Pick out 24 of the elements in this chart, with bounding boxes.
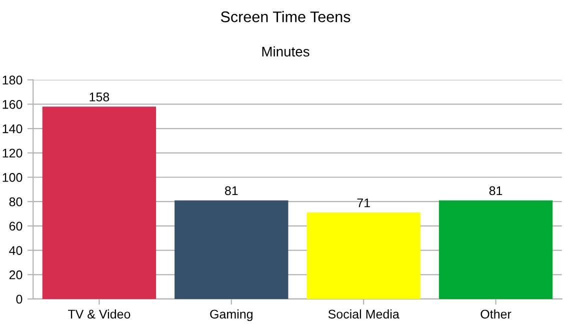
y-tick-label: 160 [2, 100, 22, 109]
x-tick-label: Social Media [328, 309, 400, 319]
y-tick-label: 60 [9, 222, 22, 231]
y-tick-label: 80 [9, 197, 22, 206]
x-tick-label: TV & Video [68, 309, 130, 319]
data-label: 71 [357, 198, 370, 208]
bar [438, 200, 553, 299]
y-tick-label: 120 [2, 148, 22, 158]
y-tick-label: 20 [9, 270, 22, 280]
y-tick-label: 0 [16, 294, 22, 304]
bar [306, 212, 420, 299]
bar [42, 106, 156, 299]
data-label: 158 [90, 92, 110, 102]
y-tick-label: 140 [2, 124, 22, 134]
data-label: 81 [224, 186, 238, 196]
y-tick-label: 40 [9, 246, 22, 255]
chart-title: Screen Time Teens [220, 11, 350, 22]
chart-subtitle: Minutes [262, 46, 310, 57]
data-label: 81 [489, 186, 502, 196]
y-tick-label: 180 [2, 76, 22, 85]
y-tick-label: 100 [2, 173, 22, 182]
bar [174, 200, 288, 299]
x-tick-label: Gaming [210, 309, 252, 322]
x-tick-label: Other [480, 309, 512, 319]
